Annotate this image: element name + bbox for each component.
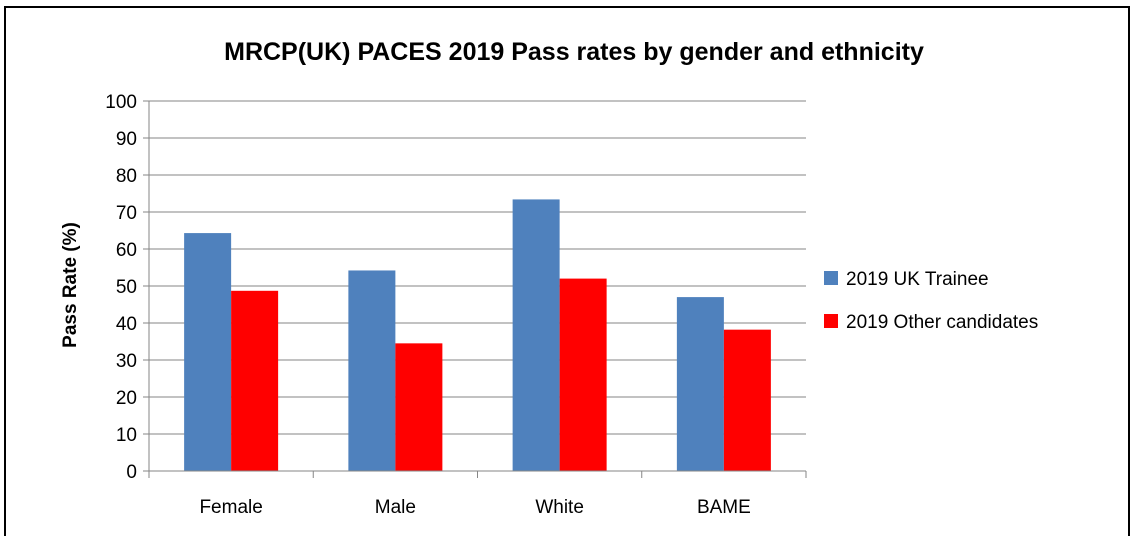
bar-bame-series-1 [676, 297, 724, 471]
category-label: Male [375, 497, 416, 518]
axes [143, 100, 807, 478]
bars [184, 199, 771, 472]
legend-label: 2019 UK Trainee [846, 269, 989, 290]
bar-white-series-2 [559, 278, 607, 471]
chart-frame: MRCP(UK) PACES 2019 Pass rates by gender… [4, 6, 1130, 536]
y-tick-label: 40 [116, 314, 137, 335]
y-tick-label: 80 [116, 166, 137, 187]
y-axis-label: Pass Rate (%) [60, 222, 81, 348]
bar-bame-series-2 [723, 329, 771, 471]
bar-female-series-2 [231, 290, 279, 471]
y-tick-labels: 0 10 20 30 40 50 60 70 80 90 100 [105, 92, 137, 483]
y-tick-label: 10 [116, 425, 137, 446]
bar-male-series-2 [395, 343, 443, 471]
legend-label: 2019 Other candidates [846, 312, 1038, 333]
bar-chart: MRCP(UK) PACES 2019 Pass rates by gender… [60, 38, 1038, 518]
y-tick-label: 70 [116, 203, 137, 224]
bar-male-series-1 [348, 270, 396, 471]
category-label: BAME [697, 497, 751, 518]
category-labels: Female Male White BAME [199, 497, 750, 518]
y-tick-label: 60 [116, 240, 137, 261]
category-label: White [535, 497, 584, 518]
legend: 2019 UK Trainee 2019 Other candidates [824, 269, 1038, 333]
y-tick-label: 20 [116, 388, 137, 409]
y-tick-label: 30 [116, 351, 137, 372]
y-tick-label: 50 [116, 277, 137, 298]
legend-swatch [824, 271, 838, 285]
category-label: Female [199, 497, 262, 518]
y-tick-label: 100 [105, 92, 137, 113]
chart-title: MRCP(UK) PACES 2019 Pass rates by gender… [224, 38, 924, 66]
y-tick-label: 0 [126, 462, 137, 483]
bar-female-series-1 [184, 233, 232, 471]
y-tick-label: 90 [116, 129, 137, 150]
bar-white-series-1 [512, 199, 560, 472]
legend-swatch [824, 314, 838, 328]
